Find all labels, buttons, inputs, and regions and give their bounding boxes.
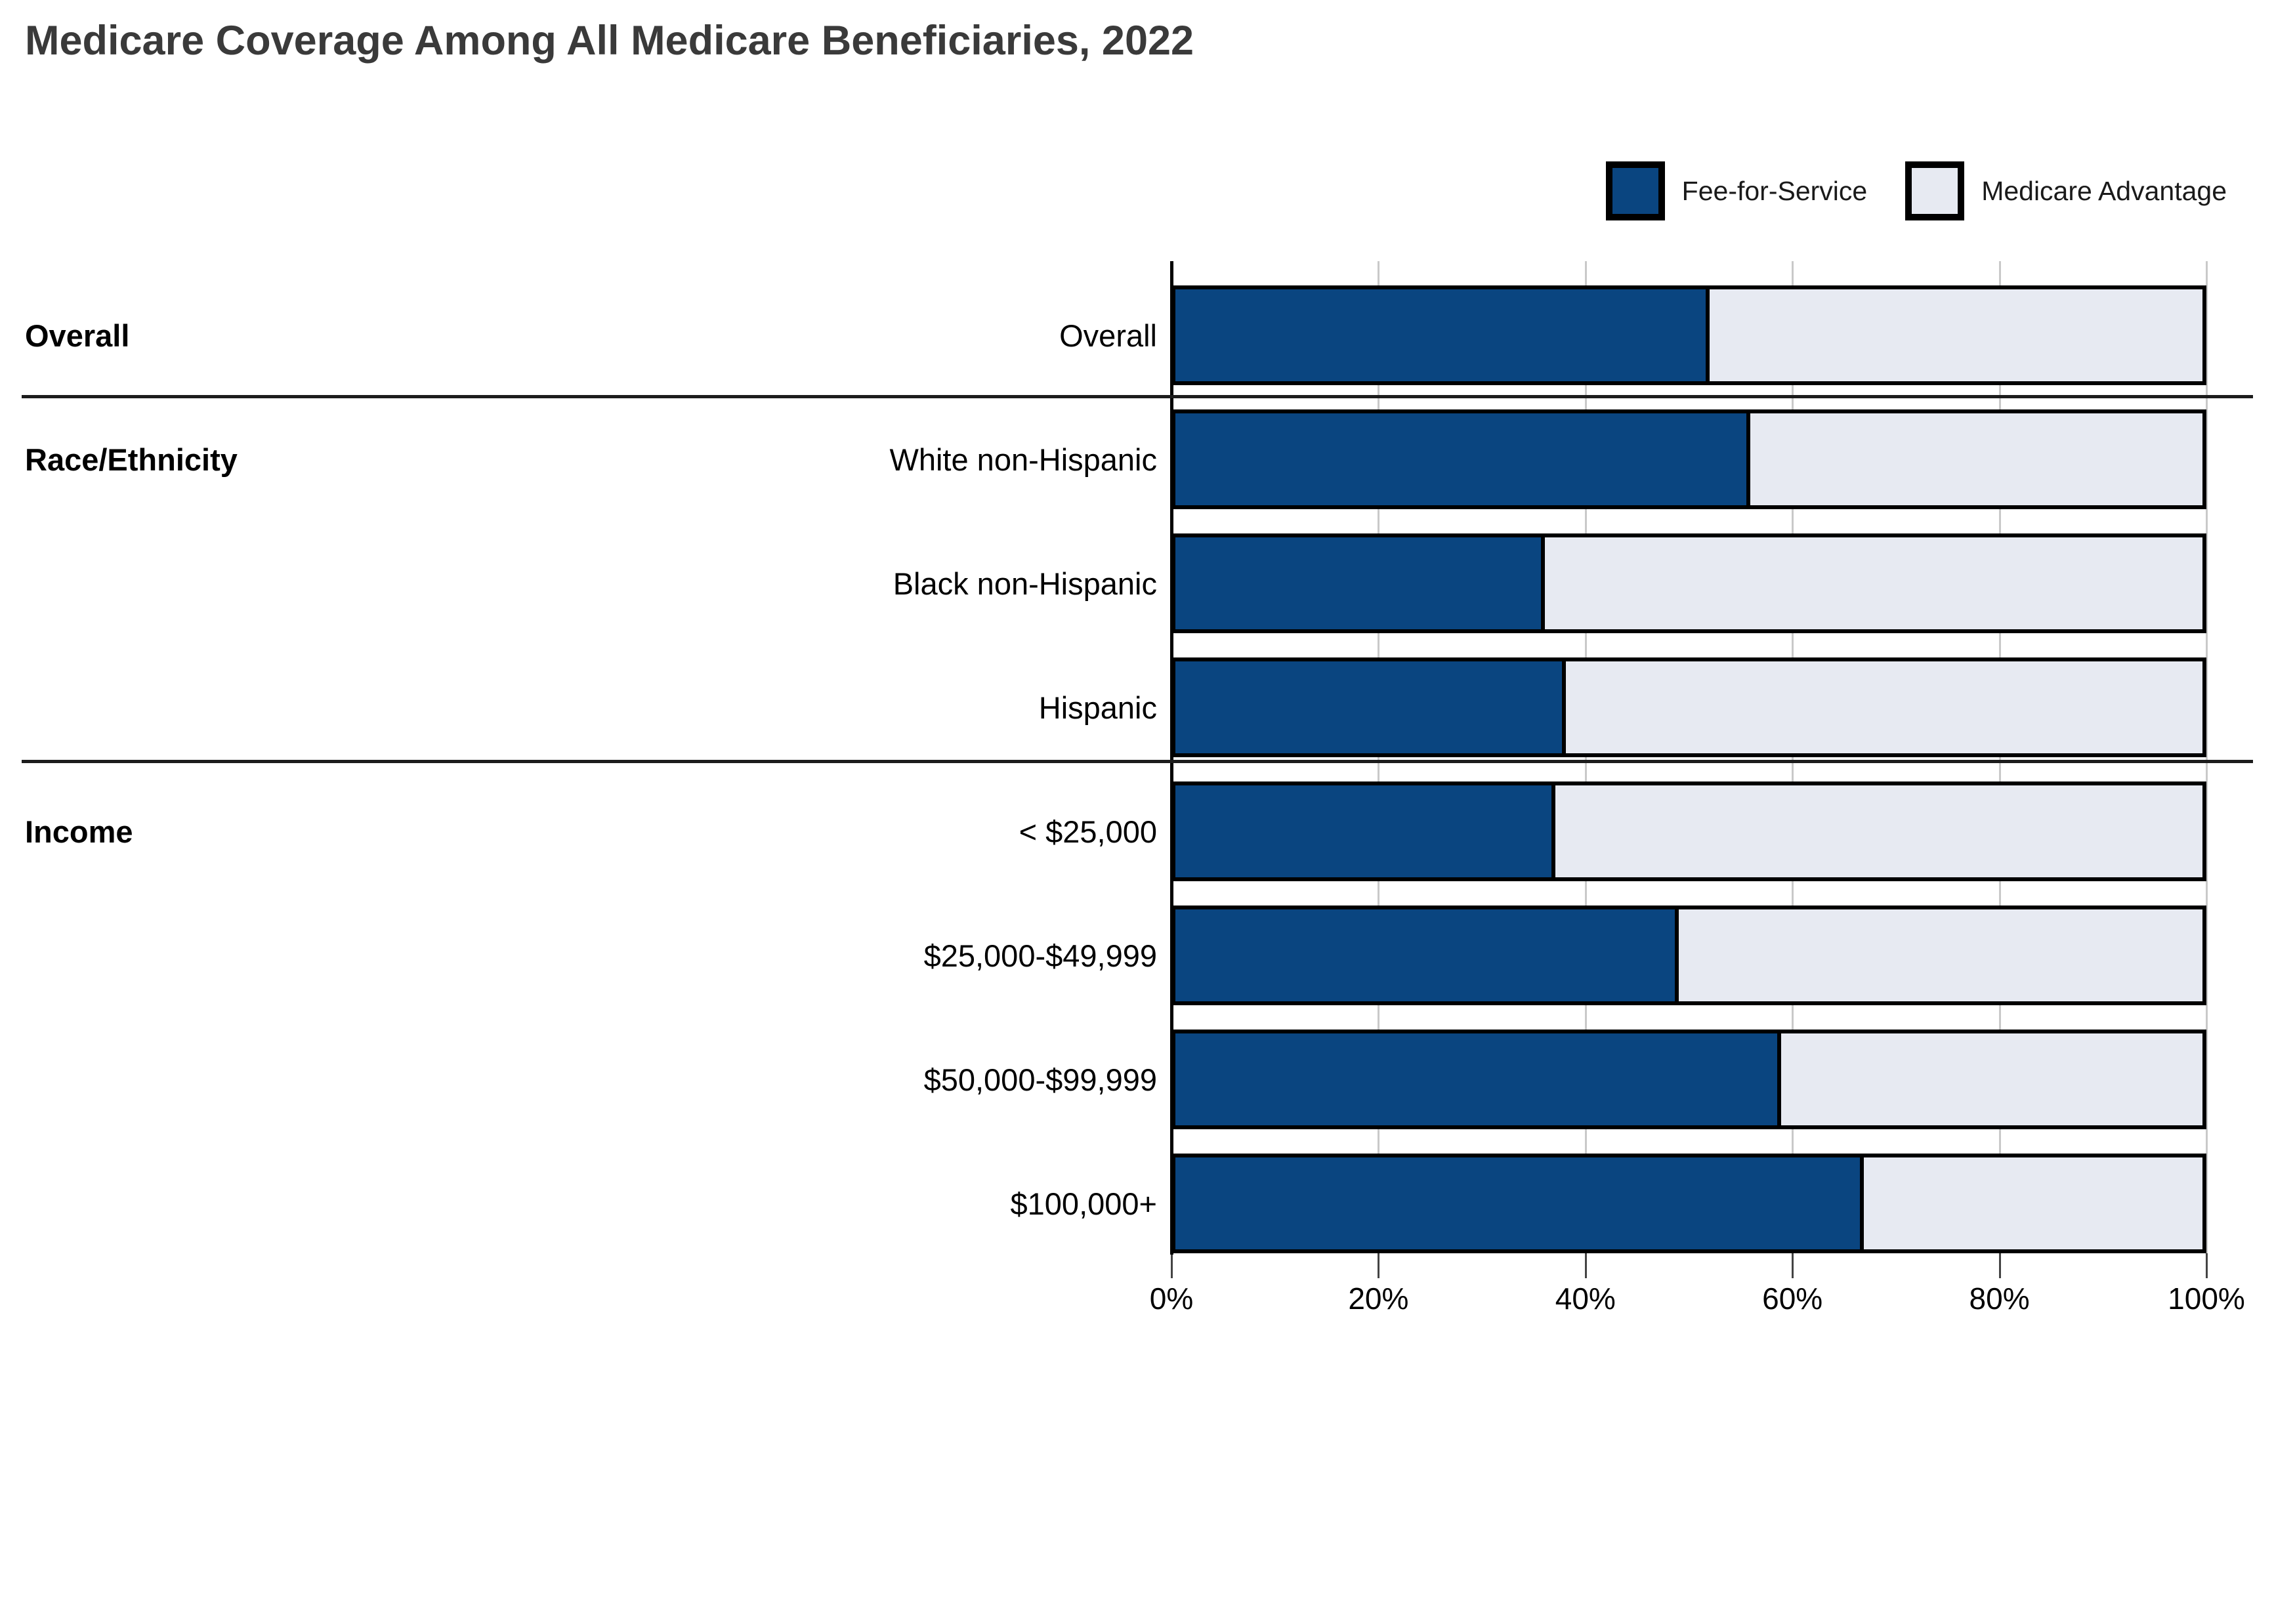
axis-tick-label: 0% — [1149, 1281, 1194, 1316]
section-label: Race/Ethnicity — [25, 442, 238, 477]
y-axis-line — [1170, 261, 1173, 1255]
gridline — [1792, 261, 1794, 1253]
section-label: Overall — [25, 318, 130, 353]
bar-segment-medicare-advantage[interactable] — [1555, 785, 2202, 877]
axis-tick — [1378, 1253, 1380, 1278]
axis-tick — [1584, 1253, 1587, 1278]
gridline — [2206, 261, 2208, 1253]
bar-segment-fee-for-service[interactable] — [1175, 413, 1751, 505]
row-label: Hispanic — [1038, 690, 1157, 725]
bar-row — [1171, 657, 2206, 757]
axis-tick-label: 60% — [1762, 1281, 1823, 1316]
section-label: Income — [25, 814, 133, 849]
axis-tick — [1998, 1253, 2001, 1278]
bar-row — [1171, 1030, 2206, 1129]
bar-segment-medicare-advantage[interactable] — [1781, 1033, 2202, 1125]
bar-row — [1171, 1154, 2206, 1253]
bar-segment-fee-for-service[interactable] — [1175, 1157, 1864, 1249]
axis-tick-label: 100% — [2168, 1281, 2245, 1316]
section-divider — [22, 760, 2253, 763]
row-label: $100,000+ — [1010, 1186, 1157, 1221]
axis-tick-label: 20% — [1348, 1281, 1409, 1316]
row-label: Black non-Hispanic — [893, 566, 1157, 601]
legend-swatch-fee-for-service-icon — [1605, 161, 1665, 220]
legend-swatch-medicare-advantage-icon — [1905, 161, 1965, 220]
bar-segment-medicare-advantage[interactable] — [1750, 413, 2202, 505]
row-label: White non-Hispanic — [889, 442, 1157, 477]
section-divider — [22, 395, 2253, 398]
bar-segment-fee-for-service[interactable] — [1175, 909, 1679, 1001]
bar-segment-fee-for-service[interactable] — [1175, 785, 1556, 877]
axis-tick-label: 80% — [1969, 1281, 2030, 1316]
gridline — [1998, 261, 2001, 1253]
bar-segment-fee-for-service[interactable] — [1175, 289, 1710, 381]
gridline — [1378, 261, 1380, 1253]
bar-segment-medicare-advantage[interactable] — [1545, 537, 2202, 629]
gridline — [1584, 261, 1587, 1253]
bar-row — [1171, 906, 2206, 1005]
row-label: $25,000-$49,999 — [923, 938, 1157, 973]
bar-segment-medicare-advantage[interactable] — [1678, 909, 2202, 1001]
legend-label: Fee-for-Service — [1681, 175, 1868, 206]
bar-row — [1171, 781, 2206, 881]
bar-segment-medicare-advantage[interactable] — [1863, 1157, 2202, 1249]
bar-segment-fee-for-service[interactable] — [1175, 661, 1566, 753]
legend: Fee-for-Service Medicare Advantage — [1605, 161, 2227, 220]
bar-segment-medicare-advantage[interactable] — [1709, 289, 2202, 381]
axis-tick — [1171, 1253, 1173, 1278]
legend-label: Medicare Advantage — [1981, 175, 2227, 206]
legend-item-fee-for-service[interactable]: Fee-for-Service — [1605, 161, 1868, 220]
row-label: < $25,000 — [1019, 814, 1157, 849]
bar-row — [1171, 533, 2206, 633]
bar-segment-fee-for-service[interactable] — [1175, 1033, 1782, 1125]
axis-tick — [1792, 1253, 1794, 1278]
chart-title: Medicare Coverage Among All Medicare Ben… — [25, 18, 1194, 64]
bar-row — [1171, 285, 2206, 385]
axis-tick-label: 40% — [1555, 1281, 1616, 1316]
bar-row — [1171, 409, 2206, 509]
legend-item-medicare-advantage[interactable]: Medicare Advantage — [1905, 161, 2227, 220]
axis-tick — [2206, 1253, 2208, 1278]
row-label: $50,000-$99,999 — [923, 1062, 1157, 1097]
bar-segment-medicare-advantage[interactable] — [1565, 661, 2202, 753]
bar-segment-fee-for-service[interactable] — [1175, 537, 1546, 629]
row-label: Overall — [1059, 318, 1157, 353]
